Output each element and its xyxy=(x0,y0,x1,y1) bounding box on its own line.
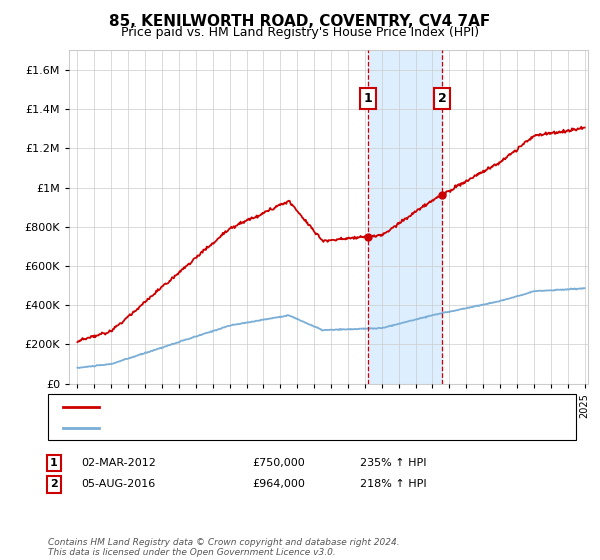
Text: Contains HM Land Registry data © Crown copyright and database right 2024.
This d: Contains HM Land Registry data © Crown c… xyxy=(48,538,400,557)
Text: HPI: Average price, detached house, Coventry: HPI: Average price, detached house, Cove… xyxy=(105,423,346,433)
Text: £750,000: £750,000 xyxy=(252,458,305,468)
Text: 1: 1 xyxy=(364,92,372,105)
Text: 02-MAR-2012: 02-MAR-2012 xyxy=(81,458,156,468)
Text: 85, KENILWORTH ROAD, COVENTRY, CV4 7AF: 85, KENILWORTH ROAD, COVENTRY, CV4 7AF xyxy=(109,14,491,29)
Text: 235% ↑ HPI: 235% ↑ HPI xyxy=(360,458,427,468)
Text: 2: 2 xyxy=(50,479,58,489)
Text: Price paid vs. HM Land Registry's House Price Index (HPI): Price paid vs. HM Land Registry's House … xyxy=(121,26,479,39)
Text: £964,000: £964,000 xyxy=(252,479,305,489)
Text: 2: 2 xyxy=(438,92,446,105)
Text: 85, KENILWORTH ROAD, COVENTRY, CV4 7AF (detached house): 85, KENILWORTH ROAD, COVENTRY, CV4 7AF (… xyxy=(105,402,434,412)
Text: 218% ↑ HPI: 218% ↑ HPI xyxy=(360,479,427,489)
Text: 1: 1 xyxy=(50,458,58,468)
Text: 05-AUG-2016: 05-AUG-2016 xyxy=(81,479,155,489)
